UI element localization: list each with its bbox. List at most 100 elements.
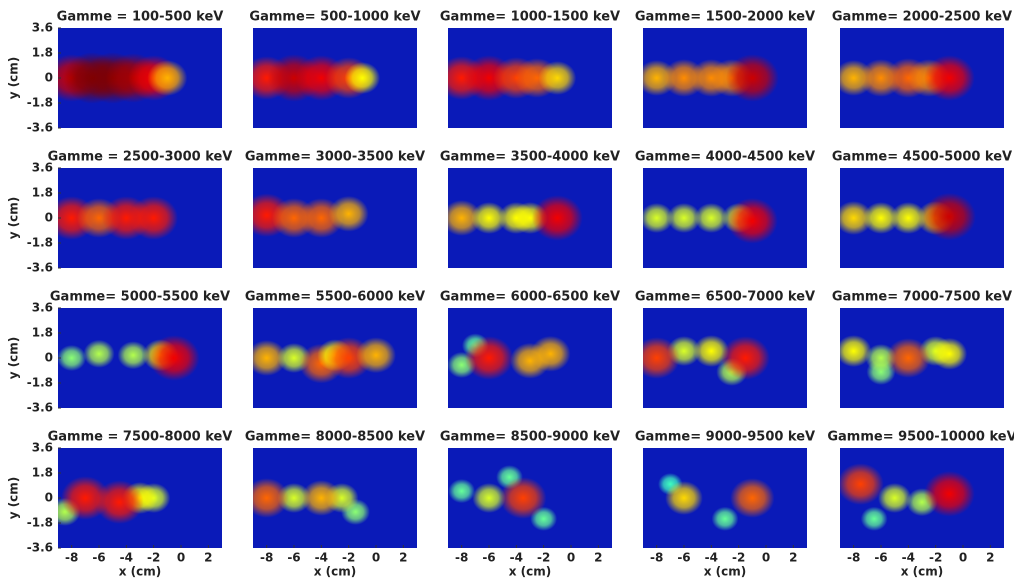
heat-spot bbox=[344, 62, 381, 94]
heat-spot bbox=[931, 337, 968, 370]
heatmap-panel: Gamme= 500-1000 keV bbox=[249, 10, 421, 128]
panel-title: Gamme= 7000-7500 keV bbox=[832, 290, 1012, 305]
y-axis-label: y (cm) bbox=[7, 57, 21, 100]
panel-title: Gamme= 3500-4000 keV bbox=[440, 150, 620, 165]
heat-layer bbox=[58, 52, 188, 104]
y-tick-label: 0 bbox=[45, 491, 53, 505]
heat-layer bbox=[253, 193, 369, 238]
heatmap-panel: Gamme= 6500-7000 keV bbox=[635, 290, 815, 408]
x-tick-label: -6 bbox=[92, 551, 105, 565]
heat-spot bbox=[356, 337, 396, 374]
heat-spot bbox=[693, 335, 730, 368]
heat-layer bbox=[643, 335, 770, 386]
y-tick-label: -3.6 bbox=[27, 261, 53, 275]
x-tick-label: 0 bbox=[959, 551, 967, 565]
heat-layer bbox=[448, 55, 577, 101]
heat-layer bbox=[643, 54, 779, 102]
x-tick-label: -4 bbox=[902, 551, 915, 565]
heat-spot bbox=[877, 483, 912, 513]
x-tick-label: 2 bbox=[986, 551, 994, 565]
heatmap-panel: Gamme= 5500-6000 keV bbox=[245, 290, 425, 408]
x-axis-label: x (cm) bbox=[704, 565, 747, 579]
heat-layer bbox=[448, 333, 571, 380]
x-tick-label: -2 bbox=[929, 551, 942, 565]
x-tick-label: -4 bbox=[120, 551, 133, 565]
x-tick-label: -6 bbox=[677, 551, 690, 565]
heat-spot bbox=[886, 338, 931, 378]
heat-spot bbox=[840, 201, 873, 235]
heat-spot bbox=[129, 196, 178, 240]
y-tick-label: 1.8 bbox=[32, 46, 53, 60]
heatmap-panel: Gamme= 1000-1500 keV bbox=[440, 10, 620, 128]
heatmap-panel: Gamme= 8500-9000 keV -8 -6 -4 -2 0 2 x (cm) bbox=[440, 430, 620, 579]
heat-spot bbox=[840, 463, 884, 505]
heat-spot bbox=[499, 477, 547, 519]
heat-spot bbox=[464, 336, 514, 380]
panel-title: Gamme= 9000-9500 keV bbox=[635, 430, 815, 445]
heat-layer bbox=[840, 463, 975, 531]
heat-spot bbox=[95, 480, 144, 524]
heatmap-panel: Gamme= 8000-8500 keV -8 -6 -4 -2 0 2 x (cm) bbox=[245, 430, 425, 579]
heat-layer bbox=[840, 192, 976, 241]
heatmap-panel: Gamme= 7000-7500 keV bbox=[832, 290, 1012, 408]
x-tick-label: -6 bbox=[482, 551, 495, 565]
heat-spot bbox=[711, 506, 739, 531]
x-tick-label: -8 bbox=[65, 551, 78, 565]
panel-title: Gamme= 8000-8500 keV bbox=[245, 430, 425, 445]
heat-layer bbox=[840, 335, 968, 385]
heat-spot bbox=[58, 344, 87, 372]
heat-spot bbox=[472, 483, 506, 513]
heatmap-panel: Gamme= 3500-4000 keV bbox=[440, 150, 620, 268]
heat-layer bbox=[58, 196, 178, 240]
y-tick-label: -1.8 bbox=[27, 236, 53, 250]
panel-title: Gamme= 500-1000 keV bbox=[249, 10, 420, 25]
heat-spot bbox=[923, 55, 975, 101]
panel-title: Gamme= 6000-6500 keV bbox=[440, 290, 620, 305]
heat-spot bbox=[890, 202, 927, 234]
x-tick-label: -8 bbox=[650, 551, 663, 565]
heatmap-panel: Gamme = 100-500 keV 3.6 1.8 0 -1.8 -3.6 y (cm) bbox=[7, 10, 224, 135]
y-axis-label: y (cm) bbox=[7, 337, 21, 380]
heatmap-panel: Gamme= 9500-10000 keV -8 -6 -4 -2 0 2 x (cm) bbox=[827, 430, 1014, 579]
y-tick-label: 1.8 bbox=[32, 466, 53, 480]
heat-spot bbox=[726, 198, 778, 244]
heat-spot bbox=[253, 340, 287, 376]
heat-layer bbox=[253, 337, 396, 384]
panel-title: Gamme= 1500-2000 keV bbox=[635, 10, 815, 25]
y-tick-label: 1.8 bbox=[32, 326, 53, 340]
x-axis-label: x (cm) bbox=[509, 565, 552, 579]
heat-spot bbox=[471, 202, 507, 234]
panel-title: Gamme= 1000-1500 keV bbox=[440, 10, 620, 25]
heat-spot bbox=[665, 481, 703, 515]
x-tick-label: -6 bbox=[874, 551, 887, 565]
heat-spot bbox=[725, 54, 779, 102]
x-tick-label: 0 bbox=[372, 551, 380, 565]
heat-spot bbox=[863, 202, 899, 234]
panel-title: Gamme= 3000-3500 keV bbox=[245, 150, 425, 165]
panel-title: Gamme= 2000-2500 keV bbox=[832, 10, 1012, 25]
heat-spot bbox=[922, 192, 976, 241]
x-axis-label: x (cm) bbox=[901, 565, 944, 579]
heat-spot bbox=[253, 478, 289, 518]
heat-spot bbox=[923, 471, 975, 517]
heat-layer bbox=[253, 478, 370, 525]
x-tick-label: -2 bbox=[342, 551, 355, 565]
y-tick-label: -1.8 bbox=[27, 376, 53, 390]
heat-layer bbox=[448, 465, 558, 531]
y-axis-label: y (cm) bbox=[7, 477, 21, 520]
y-tick-label: 0 bbox=[45, 71, 53, 85]
y-tick-label: -1.8 bbox=[27, 96, 53, 110]
x-tick-label: 0 bbox=[762, 551, 770, 565]
heatmap-panel: Gamme= 3000-3500 keV bbox=[245, 150, 425, 268]
heatmap-panel: Gamme= 4500-5000 keV bbox=[832, 150, 1012, 268]
x-tick-label: 2 bbox=[399, 551, 407, 565]
heat-spot bbox=[148, 335, 200, 381]
heatmap-panel: Gamme= 4000-4500 keV bbox=[635, 150, 815, 268]
heat-spot bbox=[83, 339, 115, 368]
panel-title: Gamme = 100-500 keV bbox=[57, 10, 224, 25]
x-tick-label: -2 bbox=[147, 551, 160, 565]
heat-spot bbox=[538, 61, 577, 95]
heatmap-panel: Gamme= 9000-9500 keV -8 -6 -4 -2 0 2 x (cm) bbox=[635, 430, 815, 579]
